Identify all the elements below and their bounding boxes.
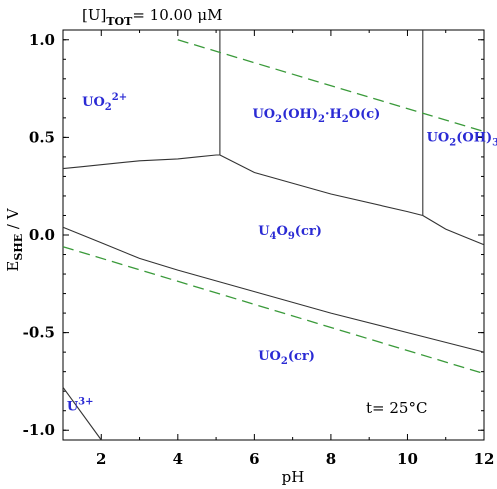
boundary-line-5 [62, 226, 485, 353]
region-label-4: UO2(cr) [258, 349, 315, 367]
water-stability-line-8 [62, 246, 485, 375]
total-concentration-label: [U]TOT= 10.00 μM [82, 6, 222, 28]
y-tick-label-4: -1.0 [23, 421, 55, 439]
x-tick-label-5: 12 [474, 450, 495, 468]
x-tick-label-3: 8 [326, 450, 336, 468]
series-layer [62, 30, 485, 441]
x-tick-label-0: 2 [96, 450, 106, 468]
x-axis-label: pH [282, 468, 305, 486]
region-labels: UO22+ UO2(OH)2·H2O(c) UO2(OH)3- U4O9(cr) UO2… [67, 92, 497, 415]
region-label-0: UO22+ [82, 92, 127, 113]
boundary-line-2 [422, 215, 485, 246]
y-tick-label-0: 1.0 [29, 31, 55, 49]
x-tick-label-1: 4 [173, 450, 183, 468]
region-label-2: UO2(OH)3- [427, 127, 497, 148]
x-tick-labels: 2 4 6 8 10 12 [96, 450, 494, 468]
y-tick-label-1: 0.5 [29, 128, 55, 146]
y-axis-label: ESHE / V [4, 207, 25, 271]
x-tick-label-4: 10 [397, 450, 418, 468]
region-label-3: U4O9(cr) [258, 224, 322, 242]
region-label-5: U3+ [67, 397, 94, 415]
water-stability-line-7 [177, 39, 485, 133]
x-tick-label-2: 6 [249, 450, 259, 468]
y-tick-labels: 1.0 0.5 0.0 -0.5 -1.0 [23, 31, 55, 439]
axis-ticks [62, 30, 485, 440]
boundary-line-0 [62, 154, 220, 170]
region-label-1: UO2(OH)2·H2O(c) [252, 107, 380, 125]
y-tick-label-2: 0.0 [29, 226, 55, 244]
temperature-label: t= 25°C [366, 399, 427, 417]
y-tick-label-3: -0.5 [23, 324, 55, 342]
boundary-line-1 [219, 154, 423, 217]
boundary-line-6 [62, 386, 102, 441]
